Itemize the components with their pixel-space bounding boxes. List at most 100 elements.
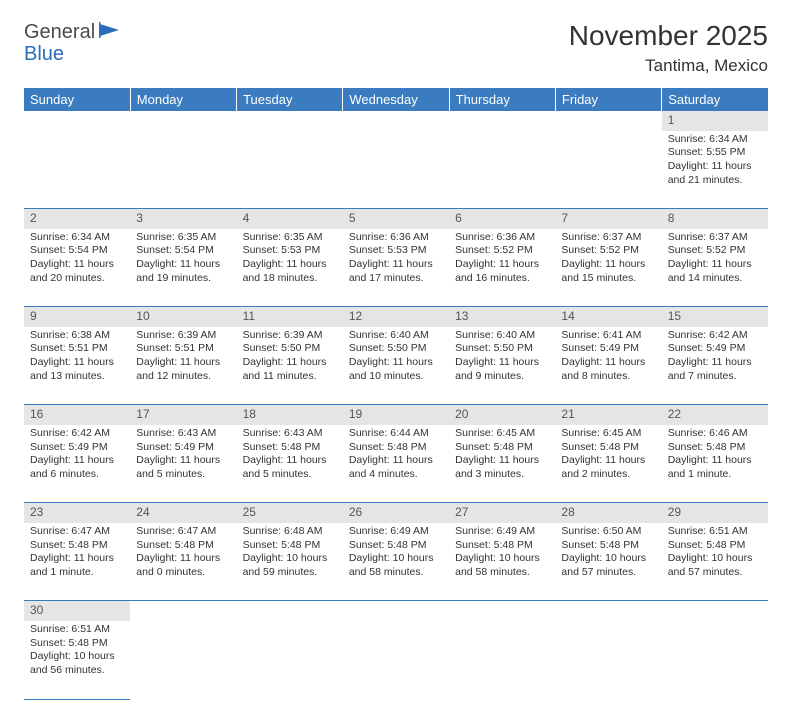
day-cell xyxy=(343,131,449,209)
sunset-text: Sunset: 5:48 PM xyxy=(349,539,443,553)
day-cell-body: Sunrise: 6:34 AMSunset: 5:54 PMDaylight:… xyxy=(24,229,130,290)
day-number-cell: 16 xyxy=(24,405,130,425)
day-cell-body: Sunrise: 6:39 AMSunset: 5:50 PMDaylight:… xyxy=(237,327,343,388)
day-cell: Sunrise: 6:49 AMSunset: 5:48 PMDaylight:… xyxy=(449,523,555,601)
weekday-header: Monday xyxy=(130,88,236,111)
day-cell: Sunrise: 6:48 AMSunset: 5:48 PMDaylight:… xyxy=(237,523,343,601)
sunrise-text: Sunrise: 6:44 AM xyxy=(349,427,443,441)
day-number-cell: 17 xyxy=(130,405,236,425)
sunrise-text: Sunrise: 6:42 AM xyxy=(668,329,762,343)
calendar-table: SundayMondayTuesdayWednesdayThursdayFrid… xyxy=(24,88,768,700)
logo-line2: Blue xyxy=(24,43,64,65)
sunset-text: Sunset: 5:48 PM xyxy=(455,539,549,553)
day-cell xyxy=(555,621,661,699)
daylight-text: Daylight: 11 hours and 0 minutes. xyxy=(136,552,230,579)
daynum-row: 16171819202122 xyxy=(24,405,768,425)
day-cell xyxy=(130,131,236,209)
day-cell xyxy=(449,621,555,699)
day-number-cell: 8 xyxy=(662,209,768,229)
day-cell-body: Sunrise: 6:51 AMSunset: 5:48 PMDaylight:… xyxy=(24,621,130,682)
day-cell: Sunrise: 6:50 AMSunset: 5:48 PMDaylight:… xyxy=(555,523,661,601)
sunset-text: Sunset: 5:48 PM xyxy=(243,441,337,455)
day-cell-body: Sunrise: 6:38 AMSunset: 5:51 PMDaylight:… xyxy=(24,327,130,388)
sunset-text: Sunset: 5:54 PM xyxy=(30,244,124,258)
sunrise-text: Sunrise: 6:37 AM xyxy=(561,231,655,245)
sunset-text: Sunset: 5:48 PM xyxy=(455,441,549,455)
day-cell: Sunrise: 6:51 AMSunset: 5:48 PMDaylight:… xyxy=(24,621,130,699)
day-cell xyxy=(130,621,236,699)
day-cell xyxy=(449,131,555,209)
day-cell-body: Sunrise: 6:47 AMSunset: 5:48 PMDaylight:… xyxy=(130,523,236,584)
daylight-text: Daylight: 11 hours and 19 minutes. xyxy=(136,258,230,285)
day-cell-body: Sunrise: 6:49 AMSunset: 5:48 PMDaylight:… xyxy=(449,523,555,584)
sunset-text: Sunset: 5:52 PM xyxy=(561,244,655,258)
day-cell xyxy=(237,131,343,209)
day-number-cell: 11 xyxy=(237,307,343,327)
sunset-text: Sunset: 5:48 PM xyxy=(30,637,124,651)
day-cell-body: Sunrise: 6:39 AMSunset: 5:51 PMDaylight:… xyxy=(130,327,236,388)
sunset-text: Sunset: 5:48 PM xyxy=(243,539,337,553)
day-number-cell: 6 xyxy=(449,209,555,229)
day-number-cell: 7 xyxy=(555,209,661,229)
logo-text: General Blue xyxy=(24,20,121,65)
day-cell: Sunrise: 6:45 AMSunset: 5:48 PMDaylight:… xyxy=(555,425,661,503)
sunset-text: Sunset: 5:52 PM xyxy=(668,244,762,258)
day-number-cell: 14 xyxy=(555,307,661,327)
sunset-text: Sunset: 5:55 PM xyxy=(668,146,762,160)
day-number-cell xyxy=(449,111,555,131)
day-number-cell: 30 xyxy=(24,601,130,621)
day-cell: Sunrise: 6:40 AMSunset: 5:50 PMDaylight:… xyxy=(449,327,555,405)
daylight-text: Daylight: 10 hours and 58 minutes. xyxy=(349,552,443,579)
daynum-row: 1 xyxy=(24,111,768,131)
weekday-header: Thursday xyxy=(449,88,555,111)
sunset-text: Sunset: 5:53 PM xyxy=(243,244,337,258)
daylight-text: Daylight: 11 hours and 15 minutes. xyxy=(561,258,655,285)
daynum-row: 30 xyxy=(24,601,768,621)
sunrise-text: Sunrise: 6:34 AM xyxy=(668,133,762,147)
weekday-header: Wednesday xyxy=(343,88,449,111)
day-number-cell: 29 xyxy=(662,503,768,523)
flag-icon xyxy=(99,22,121,38)
sunrise-text: Sunrise: 6:43 AM xyxy=(243,427,337,441)
sunrise-text: Sunrise: 6:49 AM xyxy=(349,525,443,539)
day-cell-body: Sunrise: 6:46 AMSunset: 5:48 PMDaylight:… xyxy=(662,425,768,486)
day-number-cell: 28 xyxy=(555,503,661,523)
sunset-text: Sunset: 5:52 PM xyxy=(455,244,549,258)
sunrise-text: Sunrise: 6:38 AM xyxy=(30,329,124,343)
sunrise-text: Sunrise: 6:37 AM xyxy=(668,231,762,245)
day-number-cell xyxy=(555,601,661,621)
sunset-text: Sunset: 5:48 PM xyxy=(30,539,124,553)
weekday-header-row: SundayMondayTuesdayWednesdayThursdayFrid… xyxy=(24,88,768,111)
page-title: November 2025 xyxy=(569,20,768,52)
header: General Blue November 2025 Tantima, Mexi… xyxy=(24,20,768,76)
sunrise-text: Sunrise: 6:40 AM xyxy=(455,329,549,343)
sunrise-text: Sunrise: 6:50 AM xyxy=(561,525,655,539)
day-cell: Sunrise: 6:47 AMSunset: 5:48 PMDaylight:… xyxy=(130,523,236,601)
day-cell-body: Sunrise: 6:42 AMSunset: 5:49 PMDaylight:… xyxy=(662,327,768,388)
day-number-cell: 4 xyxy=(237,209,343,229)
weekday-header: Saturday xyxy=(662,88,768,111)
day-number-cell: 19 xyxy=(343,405,449,425)
daylight-text: Daylight: 11 hours and 13 minutes. xyxy=(30,356,124,383)
sunset-text: Sunset: 5:48 PM xyxy=(349,441,443,455)
daylight-text: Daylight: 11 hours and 9 minutes. xyxy=(455,356,549,383)
day-number-cell xyxy=(130,111,236,131)
sunset-text: Sunset: 5:48 PM xyxy=(136,539,230,553)
day-number-cell xyxy=(662,601,768,621)
day-cell-body: Sunrise: 6:48 AMSunset: 5:48 PMDaylight:… xyxy=(237,523,343,584)
sunrise-text: Sunrise: 6:36 AM xyxy=(349,231,443,245)
sunrise-text: Sunrise: 6:34 AM xyxy=(30,231,124,245)
day-number-cell: 5 xyxy=(343,209,449,229)
daylight-text: Daylight: 10 hours and 57 minutes. xyxy=(561,552,655,579)
sunrise-text: Sunrise: 6:48 AM xyxy=(243,525,337,539)
daylight-text: Daylight: 11 hours and 10 minutes. xyxy=(349,356,443,383)
day-cell: Sunrise: 6:37 AMSunset: 5:52 PMDaylight:… xyxy=(555,229,661,307)
day-cell: Sunrise: 6:41 AMSunset: 5:49 PMDaylight:… xyxy=(555,327,661,405)
day-number-cell: 23 xyxy=(24,503,130,523)
day-number-cell: 10 xyxy=(130,307,236,327)
sunset-text: Sunset: 5:48 PM xyxy=(561,441,655,455)
sunrise-text: Sunrise: 6:39 AM xyxy=(243,329,337,343)
day-cell-body: Sunrise: 6:36 AMSunset: 5:52 PMDaylight:… xyxy=(449,229,555,290)
daynum-row: 23242526272829 xyxy=(24,503,768,523)
daylight-text: Daylight: 11 hours and 5 minutes. xyxy=(136,454,230,481)
